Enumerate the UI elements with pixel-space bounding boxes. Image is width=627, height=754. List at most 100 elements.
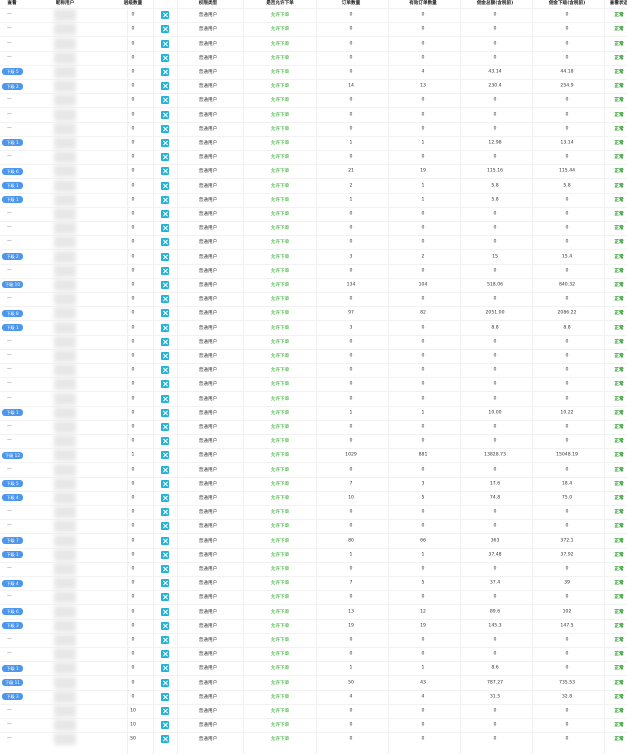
view-button[interactable]: 下级 2 <box>2 253 23 260</box>
cell: 允许下单 <box>270 382 290 388</box>
status[interactable]: 正常 <box>614 538 624 544</box>
cell: 普通用户 <box>198 595 218 601</box>
status[interactable]: 正常 <box>614 69 624 75</box>
status[interactable]: 正常 <box>614 84 624 90</box>
cell: 0 <box>349 722 353 728</box>
status[interactable]: 正常 <box>614 481 624 487</box>
status[interactable]: 正常 <box>614 282 624 288</box>
status[interactable]: 正常 <box>614 140 624 146</box>
status[interactable]: 正常 <box>614 637 624 643</box>
header-cell: 佣金总额(含税前) <box>476 1 514 6</box>
status[interactable]: 正常 <box>614 396 624 402</box>
status[interactable]: 正常 <box>614 737 624 743</box>
status[interactable]: 正常 <box>614 581 624 587</box>
cell: 0 <box>131 69 135 75</box>
cell: 普通用户 <box>198 282 218 288</box>
row-divider <box>0 561 627 563</box>
status[interactable]: 正常 <box>614 254 624 260</box>
status[interactable]: 正常 <box>614 566 624 572</box>
cell: 普通用户 <box>198 254 218 260</box>
status[interactable]: 正常 <box>614 453 624 459</box>
cell: 允许下单 <box>270 595 290 601</box>
view-button[interactable]: 下级 4 <box>2 579 23 587</box>
cell: 0 <box>565 381 569 387</box>
status[interactable]: 正常 <box>614 382 624 388</box>
view-button[interactable]: 下级 10 <box>2 281 23 289</box>
status[interactable]: 正常 <box>614 297 624 303</box>
row-divider <box>0 604 627 606</box>
cell: 0 <box>493 566 497 572</box>
view-button[interactable]: 下级 1 <box>2 139 23 147</box>
status[interactable]: 正常 <box>614 623 624 629</box>
cell: 0 <box>131 168 135 174</box>
status[interactable]: 正常 <box>614 708 624 714</box>
cell: 0 <box>349 97 353 103</box>
status[interactable]: 正常 <box>614 524 624 530</box>
blurred-name <box>54 51 76 64</box>
status[interactable]: 正常 <box>614 609 624 615</box>
cell: 0 <box>493 637 497 643</box>
status[interactable]: 正常 <box>614 126 624 132</box>
cell: 3 <box>349 325 353 330</box>
status[interactable]: 正常 <box>614 112 624 118</box>
status[interactable]: 正常 <box>614 183 624 189</box>
status[interactable]: 正常 <box>614 226 624 232</box>
status[interactable]: 正常 <box>614 439 624 445</box>
status[interactable]: 正常 <box>614 98 624 104</box>
status[interactable]: 正常 <box>614 197 624 203</box>
cell: 0 <box>349 438 353 444</box>
view-button[interactable]: 下级 1 <box>2 324 23 331</box>
status[interactable]: 正常 <box>614 325 624 331</box>
row-divider <box>0 405 627 407</box>
status[interactable]: 正常 <box>614 27 624 33</box>
status[interactable]: 正常 <box>614 368 624 374</box>
view-button[interactable]: 下级 5 <box>2 480 23 488</box>
status[interactable]: 正常 <box>614 268 624 274</box>
status[interactable]: 正常 <box>614 510 624 516</box>
status[interactable]: 正常 <box>614 155 624 161</box>
view-button[interactable]: 下级 5 <box>2 68 23 76</box>
view-button[interactable]: 下级 1 <box>2 182 23 189</box>
status[interactable]: 正常 <box>614 240 624 246</box>
view-button[interactable]: 下级 6 <box>2 167 23 175</box>
status[interactable]: 正常 <box>614 723 624 729</box>
view-button[interactable]: 下级 1 <box>2 664 23 672</box>
cell: 0 <box>565 736 569 742</box>
status[interactable]: 正常 <box>614 339 624 345</box>
status[interactable]: 正常 <box>614 13 624 19</box>
cell: 0 <box>131 254 135 259</box>
view-button[interactable]: 下级 1 <box>2 551 23 559</box>
view-button[interactable]: 下级 11 <box>2 679 23 686</box>
status[interactable]: 正常 <box>614 552 624 558</box>
status[interactable]: 正常 <box>614 595 624 601</box>
view-button[interactable]: 下级 3 <box>2 693 23 701</box>
view-button[interactable]: 下级 4 <box>2 494 23 502</box>
icon <box>161 508 169 517</box>
status[interactable]: 正常 <box>614 410 624 416</box>
view-button[interactable]: 下级 1 <box>2 196 23 204</box>
status[interactable]: 正常 <box>614 41 624 47</box>
status[interactable]: 正常 <box>614 169 624 175</box>
view-button[interactable]: 下级 7 <box>2 537 23 544</box>
cell: 0 <box>421 154 425 160</box>
view-button[interactable]: 下级 1 <box>2 409 23 417</box>
status[interactable]: 正常 <box>614 666 624 672</box>
status[interactable]: 正常 <box>614 55 624 61</box>
status[interactable]: 正常 <box>614 694 624 700</box>
view-button[interactable]: 下级 2 <box>2 82 23 90</box>
cell: 允许下单 <box>270 325 290 331</box>
status[interactable]: 正常 <box>614 311 624 317</box>
status[interactable]: 正常 <box>614 495 624 501</box>
view-button[interactable]: 下级 3 <box>2 622 23 630</box>
view-button[interactable]: 下级 8 <box>2 309 23 317</box>
status[interactable]: 正常 <box>614 353 624 359</box>
status[interactable]: 正常 <box>614 680 624 686</box>
view-button[interactable]: 下级 6 <box>2 608 23 615</box>
view-button[interactable]: 下级 12 <box>2 451 23 459</box>
status[interactable]: 正常 <box>614 424 624 430</box>
cell: 89.6 <box>489 609 501 614</box>
status[interactable]: 正常 <box>614 652 624 658</box>
status[interactable]: 正常 <box>614 467 624 473</box>
status[interactable]: 正常 <box>614 211 624 217</box>
blurred-name <box>54 321 76 334</box>
